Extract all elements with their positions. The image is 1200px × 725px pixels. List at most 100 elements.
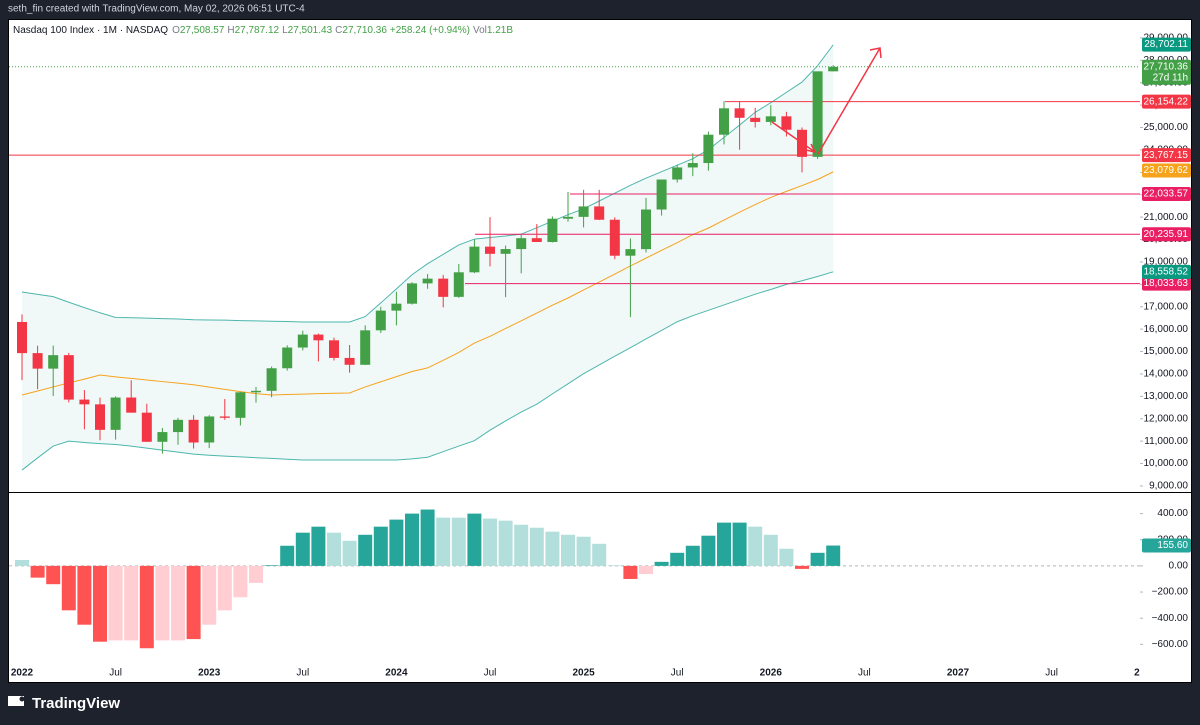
x-tick-label: 2026	[760, 668, 783, 679]
candle-body	[719, 108, 729, 135]
candle-body	[313, 334, 324, 341]
histogram-bar	[61, 565, 76, 611]
histogram-bar	[779, 548, 794, 566]
candle-body	[469, 246, 480, 273]
candle-body	[157, 432, 168, 442]
histogram-bar	[249, 565, 263, 583]
x-tick-label: Jul	[858, 668, 871, 679]
histogram-bar	[529, 527, 544, 566]
price-label: 23,767.15	[1144, 150, 1189, 161]
candle-body	[531, 238, 542, 242]
y-tick-label: 12,000.00	[1144, 413, 1189, 424]
candle-body	[609, 219, 620, 256]
histogram-bar	[451, 517, 466, 566]
band-fill	[22, 44, 834, 471]
y-tick-label: 0.00	[1169, 561, 1189, 572]
candle-body	[63, 355, 74, 400]
x-tick-label: Jul	[1045, 668, 1058, 679]
candle-body	[17, 321, 27, 354]
candle-body	[297, 334, 308, 348]
legend-value: 27,501.43	[288, 25, 333, 36]
legend-value: 27,787.12	[235, 25, 280, 36]
histogram-bar	[139, 565, 154, 649]
price-label-box	[1142, 59, 1191, 85]
legend-key: L	[282, 25, 288, 36]
legend-key: H	[227, 25, 234, 36]
y-tick-label: 10,000.00	[1144, 458, 1189, 469]
histogram-bar	[498, 520, 513, 566]
candle-body	[282, 347, 293, 369]
candle-body	[781, 116, 792, 130]
histogram-bar	[826, 545, 841, 566]
candle-body	[547, 218, 558, 242]
candle-body	[235, 392, 246, 418]
histogram-bar	[685, 545, 700, 566]
price-label: 20,235.91	[1144, 229, 1189, 240]
histogram-bar	[576, 536, 591, 566]
histogram-bar	[545, 531, 560, 566]
candle-body	[641, 209, 651, 250]
legend-key: Vol	[473, 25, 487, 36]
logo-mark	[19, 696, 25, 702]
price-label-box	[1142, 37, 1191, 52]
y-tick-label: −400.00	[1152, 613, 1189, 624]
candle-body	[360, 330, 371, 365]
price-label: 22,033.57	[1144, 189, 1189, 200]
candle-body	[329, 340, 339, 358]
histogram-bar	[280, 545, 295, 566]
candle-body	[625, 249, 636, 256]
price-label: 23,079.62	[1144, 165, 1189, 176]
x-tick-label: 2022	[11, 668, 34, 679]
footer: TradingView	[8, 695, 120, 712]
arrow-line	[817, 47, 881, 155]
candle-body	[453, 272, 464, 297]
histogram-bar	[467, 513, 482, 566]
price-label-box	[1142, 163, 1191, 178]
band-upper	[21, 44, 834, 323]
candle-body	[110, 397, 121, 430]
candle-body	[173, 419, 183, 433]
candle-body	[594, 206, 605, 220]
candle-body	[500, 249, 511, 254]
histogram-bar	[748, 526, 763, 566]
candle-body	[344, 357, 355, 365]
axes: 9,000.00 10,000.00 11,000.00 12,000.00 13,00…	[1140, 33, 1191, 650]
price-label-box	[1142, 94, 1191, 109]
histogram-bar	[795, 565, 809, 569]
y-tick-label: 9,000.00	[1149, 481, 1188, 492]
histogram-bar	[420, 509, 435, 566]
arrow-line	[771, 121, 816, 153]
y-tick-label: 21,000.00	[1144, 212, 1189, 223]
price-pane: 2022 Jul 2023 Jul 2024 Jul 2025 Jul 2026 Jul 2027 J…	[9, 44, 1140, 679]
band-lower	[21, 271, 834, 471]
y-tick-label: 17,000.00	[1144, 301, 1189, 312]
histogram-bar	[623, 565, 638, 579]
histogram-bar	[77, 565, 92, 625]
histogram-bar	[155, 565, 170, 641]
candle-body	[141, 412, 152, 442]
histogram-bar	[46, 565, 61, 585]
price-label-box	[1142, 264, 1191, 279]
legend-value: 27,710.36	[342, 25, 387, 36]
candle-body	[438, 278, 449, 297]
candle-body	[251, 390, 261, 393]
y-tick-label: −200.00	[1152, 587, 1189, 598]
price-label: 18,033.63	[1144, 278, 1189, 289]
histogram-bar	[171, 565, 185, 641]
candle-body	[188, 419, 199, 443]
candle-body	[516, 238, 527, 250]
histogram-bar	[654, 561, 669, 566]
histogram-bar	[436, 517, 451, 566]
header-text: seth_fin created with TradingView.com, M…	[8, 4, 305, 15]
histogram-bar	[670, 552, 685, 566]
price-label: 28,702.11	[1144, 39, 1188, 50]
candle-body	[765, 116, 776, 122]
candle-body	[812, 71, 823, 157]
candle-body	[734, 108, 745, 118]
histogram-bar	[124, 565, 139, 641]
y-tick-label: 14,000.00	[1144, 369, 1189, 380]
x-tick-label: 2027	[947, 668, 970, 679]
candle-body	[48, 355, 59, 369]
candle-body	[266, 368, 277, 391]
candle-body	[219, 416, 230, 418]
